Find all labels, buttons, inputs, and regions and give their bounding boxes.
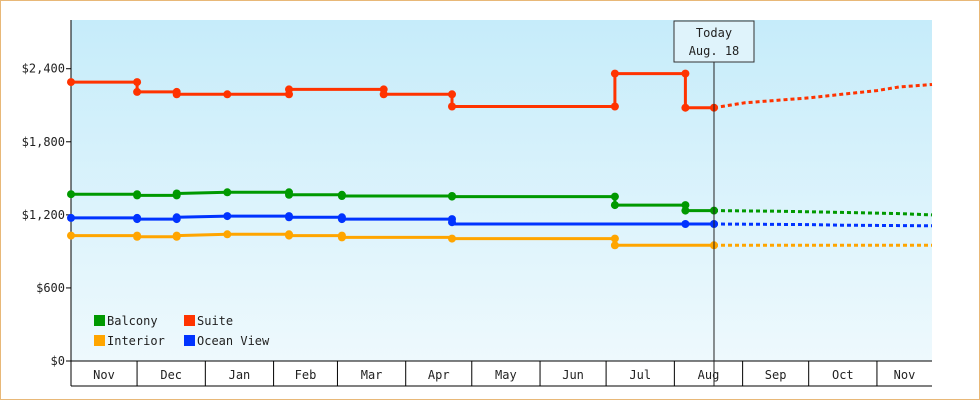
data-point xyxy=(133,215,142,224)
today-marker: Today Aug. 18 xyxy=(673,20,755,386)
data-point xyxy=(610,102,619,111)
data-point xyxy=(223,90,232,99)
month-label: Apr xyxy=(428,368,450,382)
data-point xyxy=(172,213,181,222)
y-tick-label: $1,800 xyxy=(22,135,65,149)
data-point xyxy=(285,190,293,199)
legend-swatch xyxy=(184,315,195,326)
data-point xyxy=(133,87,142,96)
data-point xyxy=(133,191,142,200)
data-point xyxy=(448,234,456,243)
data-point xyxy=(172,189,181,198)
data-point xyxy=(448,218,456,227)
month-label: Feb xyxy=(295,368,317,382)
series-layer xyxy=(67,69,933,250)
data-point xyxy=(67,231,75,240)
month-label: May xyxy=(495,368,517,382)
today-date: Aug. 18 xyxy=(689,44,740,58)
month-label: Dec xyxy=(160,368,182,382)
month-label: Jul xyxy=(629,368,651,382)
legend-swatch xyxy=(94,315,105,326)
series-forecast-line xyxy=(713,83,933,110)
month-label: Aug xyxy=(698,368,720,382)
data-point xyxy=(67,213,75,222)
month-label: Sep xyxy=(765,368,787,382)
month-label: Nov xyxy=(894,368,916,382)
month-label: Jan xyxy=(229,368,251,382)
data-point xyxy=(681,201,690,210)
data-point xyxy=(681,103,690,112)
data-point xyxy=(285,213,293,222)
y-tick-label: $0 xyxy=(51,354,65,368)
series-interior xyxy=(67,230,932,250)
data-point xyxy=(133,232,142,241)
data-point xyxy=(285,231,293,240)
data-point xyxy=(681,206,690,215)
data-point xyxy=(337,192,346,200)
data-point xyxy=(610,192,619,201)
series-forecast-line xyxy=(713,209,933,217)
data-point xyxy=(610,69,619,78)
data-point xyxy=(223,230,232,239)
series-balcony xyxy=(67,188,933,217)
data-point xyxy=(67,78,75,87)
legend-swatch xyxy=(184,335,195,346)
legend-swatch xyxy=(94,335,105,346)
data-point xyxy=(133,78,142,87)
month-label: Mar xyxy=(361,368,383,382)
data-point xyxy=(337,215,346,224)
today-label: Today xyxy=(696,26,732,40)
legend-label: Ocean View xyxy=(197,334,270,348)
data-point xyxy=(448,192,456,201)
data-point xyxy=(223,212,232,221)
data-point xyxy=(610,241,619,250)
data-point xyxy=(285,85,293,94)
legend-label: Interior xyxy=(107,334,165,348)
data-point xyxy=(172,231,181,240)
y-tick-label: $2,400 xyxy=(22,62,65,76)
data-point xyxy=(681,69,690,78)
legend: Balcony Suite Interior Ocean View xyxy=(94,314,270,348)
data-point xyxy=(448,90,456,99)
data-point xyxy=(610,234,619,243)
x-axis: Nov Dec Jan Feb Mar Apr May Jun Jul Aug Sep Oct Nov xyxy=(70,360,932,387)
data-point xyxy=(448,102,456,111)
y-tick-label: $1,200 xyxy=(22,208,65,222)
y-tick-label: $600 xyxy=(36,281,65,295)
data-point xyxy=(223,188,232,197)
data-point xyxy=(67,190,75,199)
plot-area xyxy=(71,20,932,361)
data-point xyxy=(379,90,388,99)
today-box xyxy=(673,20,755,63)
data-point xyxy=(172,90,181,99)
data-point xyxy=(337,233,346,242)
data-point xyxy=(681,220,690,228)
series-suite xyxy=(67,69,933,112)
data-point xyxy=(610,201,619,210)
legend-label: Balcony xyxy=(107,314,158,328)
y-axis: $0 $600 $1,200 $1,800 $2,400 xyxy=(22,20,72,368)
month-label: Jun xyxy=(562,368,584,382)
legend-label: Suite xyxy=(197,314,233,328)
series-ocean-view xyxy=(67,212,933,228)
month-label: Oct xyxy=(832,368,854,382)
month-label: Nov xyxy=(93,368,115,382)
